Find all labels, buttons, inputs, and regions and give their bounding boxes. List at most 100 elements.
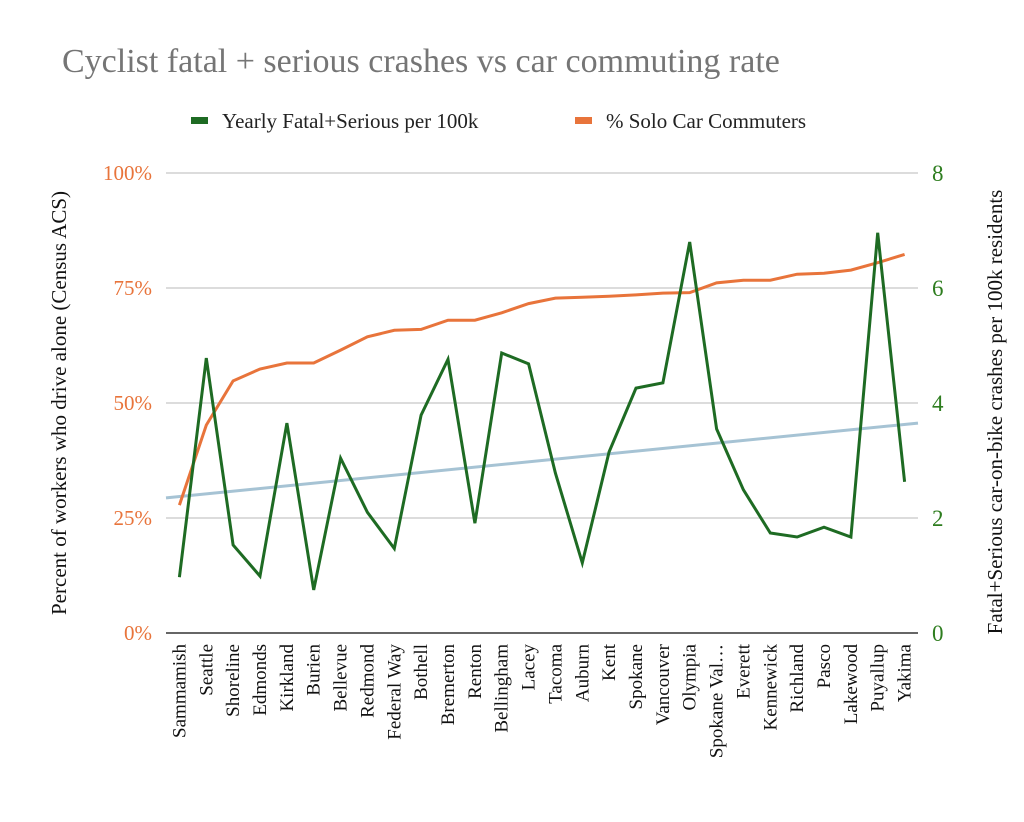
data-point-crashes[interactable]: [767, 530, 773, 536]
category-label: Vancouver: [653, 643, 674, 725]
category-label: Kennewick: [760, 644, 781, 731]
data-point-solo-car[interactable]: [391, 327, 397, 333]
data-point-solo-car[interactable]: [687, 290, 693, 296]
data-point-crashes[interactable]: [230, 542, 236, 548]
data-point-solo-car[interactable]: [579, 294, 585, 300]
data-point-crashes[interactable]: [848, 534, 854, 540]
data-point-crashes[interactable]: [338, 455, 344, 461]
data-point-crashes[interactable]: [472, 520, 478, 526]
data-point-solo-car[interactable]: [311, 360, 317, 366]
data-point-solo-car[interactable]: [445, 317, 451, 323]
category-label: Pasco: [814, 644, 835, 688]
legend: Yearly Fatal+Serious per 100k % Solo Car…: [191, 109, 806, 133]
data-point-solo-car[interactable]: [203, 422, 209, 428]
left-tick-label: 0%: [124, 621, 152, 645]
series-line-solo-car[interactable]: [177, 252, 906, 506]
data-point-crashes[interactable]: [391, 545, 397, 551]
right-tick-label: 8: [932, 161, 944, 186]
category-label: Richland: [787, 644, 808, 713]
left-tick-label: 75%: [114, 276, 153, 300]
data-point-solo-car[interactable]: [714, 280, 720, 286]
data-point-solo-car[interactable]: [230, 378, 236, 384]
category-label: Burien: [304, 644, 325, 696]
data-point-crashes[interactable]: [740, 487, 746, 493]
data-point-crashes[interactable]: [633, 385, 639, 391]
category-label: Bellevue: [331, 644, 352, 712]
x-axis-category-labels: Sammamish Seattle Shoreline Edmonds Kirkland…: [169, 643, 915, 758]
data-point-solo-car[interactable]: [499, 310, 505, 316]
right-axis-ticks: 0 2 4 6 8: [932, 161, 944, 646]
legend-label-solo-car[interactable]: % Solo Car Commuters: [606, 109, 806, 133]
left-tick-label: 100%: [103, 161, 152, 185]
category-label: Sammamish: [169, 644, 190, 738]
category-label: Lacey: [519, 644, 540, 691]
data-point-crashes[interactable]: [418, 412, 424, 418]
right-tick-label: 0: [932, 621, 944, 646]
data-point-solo-car[interactable]: [902, 251, 908, 257]
data-point-solo-car[interactable]: [633, 292, 639, 298]
data-point-solo-car[interactable]: [284, 360, 290, 366]
category-label: Yakima: [895, 643, 916, 702]
data-point-solo-car[interactable]: [606, 293, 612, 299]
data-point-solo-car[interactable]: [338, 347, 344, 353]
category-label: Bothell: [411, 644, 432, 700]
category-label: Seattle: [196, 644, 217, 696]
data-point-crashes[interactable]: [660, 380, 666, 386]
data-point-solo-car[interactable]: [660, 290, 666, 296]
data-point-crashes[interactable]: [311, 587, 317, 593]
data-point-solo-car[interactable]: [418, 326, 424, 332]
category-label: Redmond: [357, 644, 378, 718]
category-label: Kirkland: [277, 644, 298, 712]
legend-label-crashes[interactable]: Yearly Fatal+Serious per 100k: [222, 109, 479, 133]
chart-title: Cyclist fatal + serious crashes vs car c…: [62, 43, 780, 80]
data-point-crashes[interactable]: [499, 350, 505, 356]
data-point-crashes[interactable]: [526, 361, 532, 367]
data-point-crashes[interactable]: [203, 355, 209, 361]
legend-swatch-crashes: [191, 117, 208, 124]
category-label: Federal Way: [384, 644, 405, 740]
data-point-crashes[interactable]: [364, 509, 370, 515]
data-point-solo-car[interactable]: [794, 271, 800, 277]
category-label: Bellingham: [492, 644, 513, 733]
data-point-crashes[interactable]: [687, 239, 693, 245]
data-point-crashes[interactable]: [284, 420, 290, 426]
data-point-crashes[interactable]: [875, 230, 881, 236]
data-point-crashes[interactable]: [606, 449, 612, 455]
data-point-crashes[interactable]: [579, 560, 585, 566]
category-label: Shoreline: [223, 644, 244, 717]
right-tick-label: 6: [932, 276, 944, 301]
gridlines: [166, 172, 918, 519]
category-label: Tacoma: [545, 643, 566, 703]
data-point-crashes[interactable]: [176, 574, 182, 580]
left-axis-title: Percent of workers who drive alone (Cens…: [47, 191, 71, 615]
data-point-solo-car[interactable]: [821, 270, 827, 276]
data-point-solo-car[interactable]: [364, 334, 370, 340]
right-tick-label: 2: [932, 506, 944, 531]
data-point-crashes[interactable]: [714, 426, 720, 432]
data-point-solo-car[interactable]: [176, 502, 182, 508]
trendline-line: [165, 421, 919, 500]
data-point-solo-car[interactable]: [526, 301, 532, 307]
data-point-solo-car[interactable]: [848, 267, 854, 273]
category-label: Auburn: [572, 644, 593, 703]
data-point-solo-car[interactable]: [552, 295, 558, 301]
category-label: Bremerton: [438, 644, 459, 726]
data-point-crashes[interactable]: [902, 479, 908, 485]
category-label: Kent: [599, 643, 620, 681]
category-label: Puyallup: [868, 644, 889, 712]
data-point-crashes[interactable]: [552, 470, 558, 476]
data-point-solo-car[interactable]: [767, 277, 773, 283]
category-label: Spokane Val…: [707, 644, 728, 758]
data-point-crashes[interactable]: [257, 573, 263, 579]
data-point-solo-car[interactable]: [257, 366, 263, 372]
data-point-solo-car[interactable]: [740, 277, 746, 283]
data-point-crashes[interactable]: [794, 534, 800, 540]
category-label: Lakewood: [841, 644, 862, 725]
right-axis-title: Fatal+Serious car-on-bike crashes per 10…: [983, 190, 1007, 635]
data-point-solo-car[interactable]: [472, 317, 478, 323]
data-point-crashes[interactable]: [445, 356, 451, 362]
data-point-crashes[interactable]: [821, 524, 827, 530]
series-line-crashes[interactable]: [177, 232, 907, 591]
series-lines: [176, 230, 908, 593]
